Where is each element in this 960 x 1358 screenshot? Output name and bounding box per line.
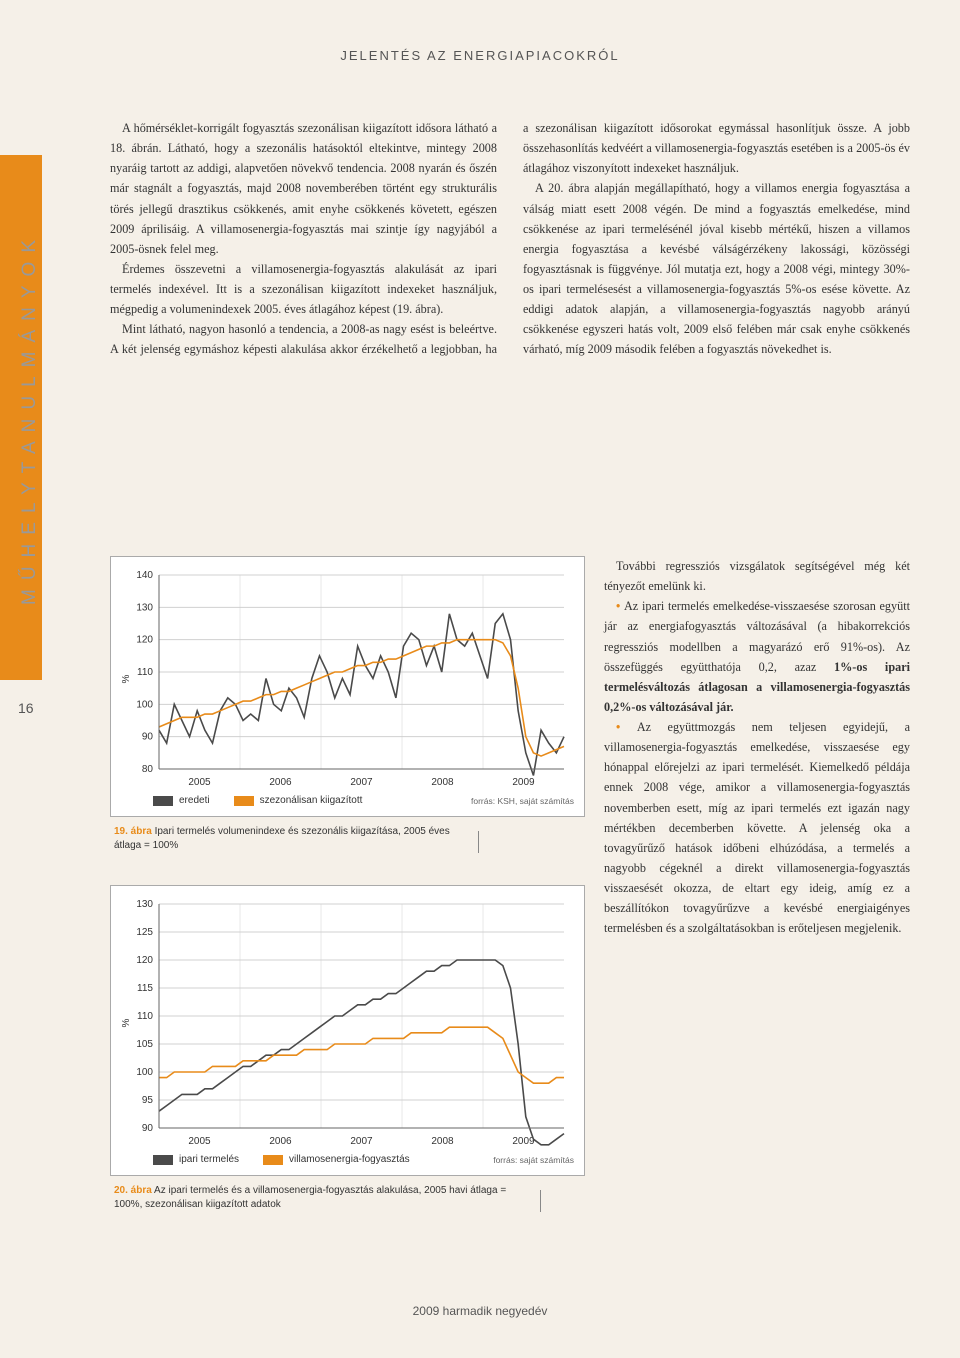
chart-box: 80 90 100 110 120 130 140 2005 2006 2007 2008 2009%…: [110, 556, 585, 817]
svg-text:100: 100: [136, 1067, 153, 1078]
figure-20: 90 95 100 105 110 115 120 125 130 2005 2006 2007 200…: [110, 885, 585, 1211]
svg-text:2008: 2008: [431, 777, 454, 788]
caption-rule: [540, 1190, 541, 1212]
sidebar-title: MŰHELYTANULMÁNYOK: [0, 155, 60, 680]
main-content: A hőmérséklet-korrigált fogyasztás szezo…: [110, 118, 910, 360]
paragraph: A 20. ábra alapján megállapítható, hogy …: [523, 178, 910, 359]
svg-text:105: 105: [136, 1039, 153, 1050]
svg-text:110: 110: [137, 1011, 153, 1022]
body-columns: A hőmérséklet-korrigált fogyasztás szezo…: [110, 118, 910, 360]
svg-text:140: 140: [136, 570, 153, 581]
page-number: 16: [18, 700, 34, 716]
legend-swatch: [153, 1155, 173, 1165]
svg-text:2009: 2009: [512, 1136, 535, 1147]
legend-label: ipari termelés: [179, 1154, 239, 1165]
svg-text:2007: 2007: [350, 777, 373, 788]
chart-source: forrás: KSH, saját számítás: [471, 796, 574, 806]
svg-text:115: 115: [137, 983, 153, 994]
svg-text:130: 130: [136, 899, 153, 910]
chart-source: forrás: saját számítás: [493, 1155, 574, 1165]
bullet-text: Az együttmozgás nem teljesen egyidejű, a…: [604, 720, 910, 935]
chart-legend: ipari termelés villamosenergia-fogyasztá…: [117, 1148, 574, 1167]
svg-text:125: 125: [136, 927, 153, 938]
legend-label: szezonálisan kiigazított: [260, 795, 363, 806]
bullet-icon: •: [616, 720, 637, 734]
bullet-paragraph: • Az ipari termelés emelkedése-visszaesé…: [604, 596, 910, 717]
caption-text: Ipari termelés volumenindexe és szezonál…: [114, 826, 450, 851]
figure-caption: 20. ábra Az ipari termelés és a villamos…: [110, 1176, 530, 1211]
caption-rule: [478, 831, 479, 853]
svg-text:120: 120: [136, 635, 153, 646]
caption-number: 19. ábra: [114, 826, 152, 837]
svg-text:%: %: [121, 1018, 132, 1027]
caption-text: Az ipari termelés és a villamosenergia-f…: [114, 1185, 506, 1210]
chart-box: 90 95 100 105 110 115 120 125 130 2005 2006 2007 200…: [110, 885, 585, 1176]
svg-text:2005: 2005: [188, 1136, 211, 1147]
svg-text:2009: 2009: [512, 777, 535, 788]
legend-swatch: [234, 796, 254, 806]
svg-text:2005: 2005: [188, 777, 211, 788]
svg-text:2006: 2006: [269, 777, 292, 788]
svg-text:2008: 2008: [431, 1136, 454, 1147]
legend-label: villamosenergia-fogyasztás: [289, 1154, 410, 1165]
svg-text:95: 95: [142, 1095, 154, 1106]
chart-svg: 80 90 100 110 120 130 140 2005 2006 2007 2008 2009%: [117, 569, 572, 789]
svg-text:80: 80: [142, 764, 154, 775]
paragraph: Érdemes összevetni a villamosenergia-fog…: [110, 259, 497, 319]
svg-text:100: 100: [136, 699, 153, 710]
svg-text:90: 90: [142, 1123, 154, 1134]
paragraph: A hőmérséklet-korrigált fogyasztás szezo…: [110, 118, 497, 259]
caption-number: 20. ábra: [114, 1185, 152, 1196]
svg-text:2006: 2006: [269, 1136, 292, 1147]
svg-text:%: %: [121, 674, 132, 683]
bullet-paragraph: • Az együttmozgás nem teljesen egyidejű,…: [604, 717, 910, 938]
figure-caption: 19. ábra Ipari termelés volumenindexe és…: [110, 817, 470, 852]
chart-legend: eredeti szezonálisan kiigazított forrás:…: [117, 789, 574, 808]
svg-text:2007: 2007: [350, 1136, 373, 1147]
svg-text:90: 90: [142, 732, 154, 743]
paragraph: További regressziós vizsgálatok segítség…: [604, 556, 910, 596]
svg-text:120: 120: [136, 955, 153, 966]
bullet-icon: •: [616, 599, 624, 613]
page-header: JELENTÉS AZ ENERGIAPIACOKRÓL: [0, 0, 960, 63]
page-footer: 2009 harmadik negyedév: [0, 1304, 960, 1318]
sidebar-title-text: MŰHELYTANULMÁNYOK: [19, 231, 41, 605]
legend-swatch: [153, 796, 173, 806]
svg-text:110: 110: [137, 667, 153, 678]
figure-19: 80 90 100 110 120 130 140 2005 2006 2007 2008 2009%…: [110, 556, 585, 852]
legend-label: eredeti: [179, 795, 210, 806]
svg-text:130: 130: [136, 602, 153, 613]
chart-svg: 90 95 100 105 110 115 120 125 130 2005 2006 2007 200…: [117, 898, 572, 1148]
legend-swatch: [263, 1155, 283, 1165]
right-column-continuation: További regressziós vizsgálatok segítség…: [604, 556, 910, 938]
